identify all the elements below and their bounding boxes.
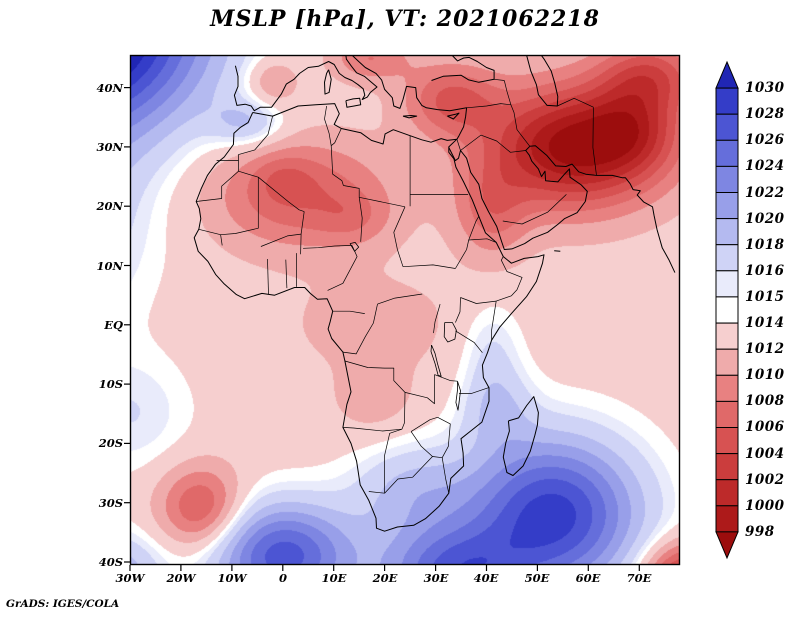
colorbar-label: 1026 [745, 132, 785, 148]
colorbar-label: 1012 [745, 341, 785, 357]
plot-frame [129, 54, 681, 566]
colorbar-label: 1002 [745, 472, 785, 488]
y-tick-label: 20S [98, 436, 123, 450]
y-tick-label: 20N [96, 199, 123, 213]
colorbar-label: 1004 [745, 446, 785, 462]
x-tick-label: 10E [321, 571, 347, 585]
y-tick-label: EQ [104, 318, 123, 332]
colorbar-label: 1030 [745, 80, 785, 96]
colorbar-label: 1016 [745, 263, 785, 279]
colorbar-label: 1020 [745, 211, 785, 227]
y-tick-label: 10S [98, 377, 123, 391]
y-tick-label: 30N [96, 140, 123, 154]
x-tick-label: 60E [575, 571, 601, 585]
pressure-field-canvas [130, 55, 680, 565]
x-tick-label: 70E [626, 571, 652, 585]
colorbar-label: 1000 [745, 498, 785, 514]
colorbar-label: 1024 [745, 158, 785, 174]
lakes [349, 242, 461, 411]
x-tick-label: 40E [473, 571, 499, 585]
colorbar-label: 1014 [745, 315, 785, 331]
colorbar-label: 1022 [745, 185, 785, 201]
x-tick-label: 30E [423, 571, 449, 585]
colorbar-label: 1008 [745, 393, 785, 409]
colorbar-label: 1015 [745, 289, 785, 305]
colorbar-label: 1018 [745, 237, 785, 253]
x-tick-label: 20E [372, 571, 398, 585]
y-tick-label: 30S [98, 496, 123, 510]
x-tick-label: 10W [217, 571, 247, 585]
x-tick-label: 0 [278, 571, 287, 585]
y-tick-label: 10N [96, 259, 123, 273]
coastlines [193, 55, 676, 532]
axis-ticks [124, 86, 640, 571]
y-tick-label: 40S [98, 555, 123, 569]
y-tick-label: 40N [96, 81, 123, 95]
colorbar-label: 1010 [745, 367, 785, 383]
colorbar-label: 998 [745, 524, 775, 540]
grads-credit: GrADS: IGES/COLA [6, 598, 120, 610]
x-tick-label: 50E [524, 571, 550, 585]
colorbar-label: 1028 [745, 106, 785, 122]
plot-title: MSLP [hPa], VT: 2021062218 [210, 6, 600, 32]
colorbar-bar [715, 60, 739, 560]
x-tick-label: 30W [115, 571, 145, 585]
x-tick-label: 20W [166, 571, 196, 585]
country-borders [196, 78, 597, 494]
colorbar-label: 1006 [745, 419, 785, 435]
